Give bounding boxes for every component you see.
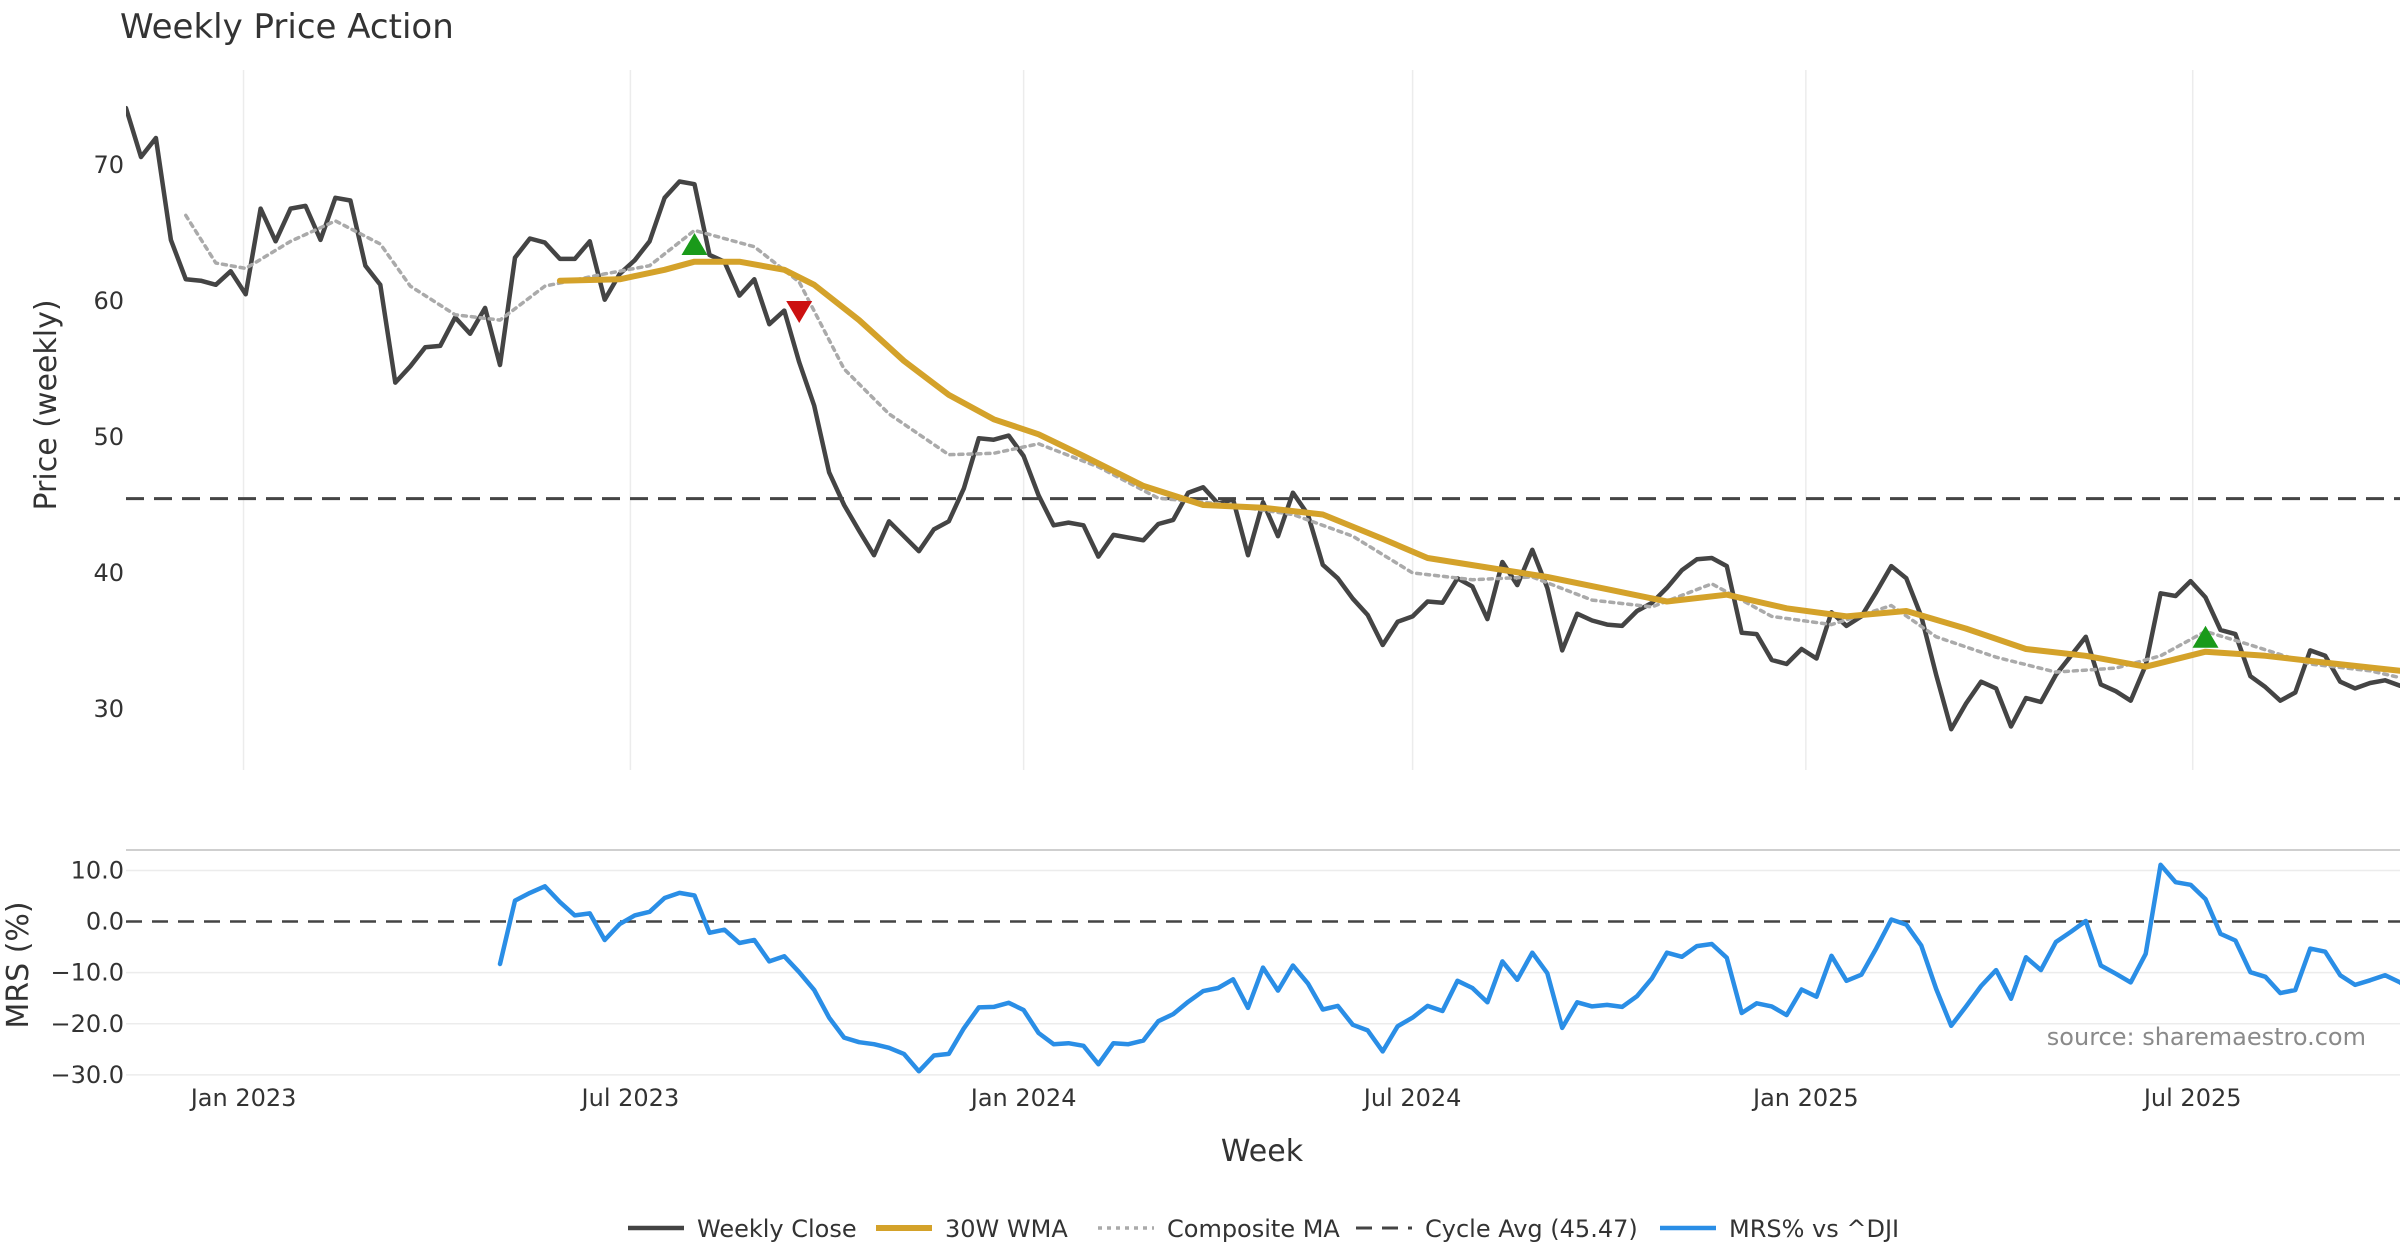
legend-label: Cycle Avg (45.47): [1425, 1215, 1638, 1243]
chart-title: Weekly Price Action: [120, 7, 454, 47]
legend-item: 30W WMA: [876, 1215, 1068, 1243]
mrs-panel: 10.0 0.0 −10.0 −20.0 −30.0 MRS (%) source: s…: [1, 849, 2400, 1089]
legend: Weekly Close 30W WMA Composite MA Cycle Avg…: [628, 1215, 1899, 1243]
mrs-y-tick-label: 10.0: [71, 856, 124, 884]
price-panel: 30 40 50 60 70 Price (weekly): [29, 70, 2400, 770]
legend-item: Cycle Avg (45.47): [1356, 1215, 1638, 1243]
x-axis-title: Week: [1221, 1134, 1304, 1169]
price-y-tick-label: 60: [93, 287, 124, 315]
legend-label: MRS% vs ^DJI: [1729, 1215, 1899, 1243]
composite-ma-line: [184, 213, 2400, 680]
price-grid: [242, 70, 2194, 770]
x-tick-label: Jul 2023: [580, 1084, 680, 1112]
weekly-close-line: [126, 105, 2400, 732]
legend-label: 30W WMA: [945, 1215, 1068, 1243]
price-y-axis-title: Price (weekly): [29, 299, 64, 510]
price-y-tick-label: 50: [93, 423, 124, 451]
legend-item: MRS% vs ^DJI: [1660, 1215, 1899, 1243]
source-credit: source: sharemaestro.com: [2047, 1023, 2366, 1051]
price-series: [126, 105, 2400, 732]
buy-signal-marker: [681, 232, 708, 255]
x-tick-label: Jan 2023: [189, 1084, 297, 1112]
buy-signal-marker: [2192, 625, 2219, 648]
mrs-y-tick-label: 0.0: [86, 908, 124, 936]
mrs-y-axis-title: MRS (%): [1, 901, 36, 1028]
price-y-tick-label: 30: [93, 695, 124, 723]
legend-item: Composite MA: [1098, 1215, 1340, 1243]
price-y-tick-label: 70: [93, 151, 124, 179]
x-axis: Jan 2023 Jul 2023 Jan 2024 Jul 2024 Jan 2025…: [189, 1084, 2242, 1112]
x-tick-label: Jan 2025: [1751, 1084, 1859, 1112]
mrs-series: [497, 862, 2400, 1074]
legend-item: Weekly Close: [628, 1215, 857, 1243]
legend-label: Composite MA: [1167, 1215, 1340, 1243]
sell-signal-marker: [786, 300, 813, 323]
mrs-line: [497, 862, 2400, 1074]
mrs-y-tick-label: −30.0: [50, 1061, 124, 1089]
wma-30w-line: [556, 258, 2400, 674]
mrs-y-tick-label: −20.0: [50, 1010, 124, 1038]
price-y-axis: 30 40 50 60 70: [93, 151, 124, 723]
price-y-tick-label: 40: [93, 559, 124, 587]
mrs-y-tick-label: −10.0: [50, 959, 124, 987]
x-tick-label: Jan 2024: [969, 1084, 1077, 1112]
x-tick-label: Jul 2024: [1362, 1084, 1462, 1112]
mrs-y-axis: 10.0 0.0 −10.0 −20.0 −30.0: [50, 856, 124, 1088]
signal-markers: [681, 232, 2219, 648]
legend-label: Weekly Close: [697, 1215, 857, 1243]
x-tick-label: Jul 2025: [2142, 1084, 2242, 1112]
